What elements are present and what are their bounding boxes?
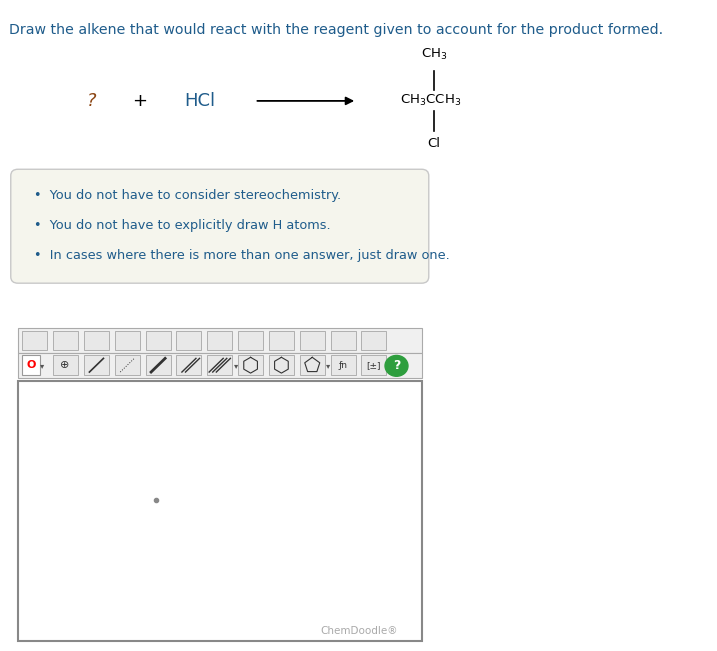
Bar [18, 328, 422, 353]
Bar [361, 331, 386, 350]
Bar [238, 331, 263, 350]
Text: •  In cases where there is more than one answer, just draw one.: • In cases where there is more than one … [34, 249, 450, 262]
Bar [115, 331, 140, 350]
Text: ƒn: ƒn [338, 361, 348, 370]
Bar [146, 355, 171, 375]
Bar [300, 355, 325, 375]
Bar [18, 381, 422, 641]
Bar [331, 355, 356, 375]
Bar [22, 331, 47, 350]
Text: •  You do not have to consider stereochemistry.: • You do not have to consider stereochem… [34, 189, 341, 202]
Circle shape [385, 355, 408, 376]
Bar [176, 355, 201, 375]
Text: ⊕: ⊕ [60, 360, 69, 370]
Text: CH$_3$CCH$_3$: CH$_3$CCH$_3$ [399, 93, 461, 109]
Bar [300, 331, 325, 350]
Text: ?: ? [87, 92, 97, 110]
Text: Cl: Cl [427, 137, 440, 150]
Bar [18, 353, 422, 378]
Bar [269, 331, 294, 350]
Bar [84, 331, 109, 350]
Text: •  You do not have to explicitly draw H atoms.: • You do not have to explicitly draw H a… [34, 219, 331, 232]
Bar [361, 355, 386, 375]
Text: O: O [27, 360, 36, 370]
Bar [238, 355, 263, 375]
Text: ?: ? [393, 359, 400, 372]
Text: CH$_3$: CH$_3$ [421, 47, 447, 62]
Bar [146, 331, 171, 350]
Bar [207, 355, 232, 375]
Bar [53, 331, 78, 350]
Text: ▾: ▾ [40, 361, 44, 370]
Text: Draw the alkene that would react with the reagent given to account for the produ: Draw the alkene that would react with th… [9, 23, 663, 37]
Text: [±]: [±] [366, 361, 381, 370]
Bar [84, 355, 109, 375]
Bar [115, 355, 140, 375]
Text: ChemDoodle®: ChemDoodle® [320, 626, 398, 636]
Bar [269, 355, 294, 375]
Bar [207, 331, 232, 350]
Text: ▾: ▾ [326, 361, 331, 370]
Text: ▾: ▾ [234, 361, 239, 370]
Bar [176, 331, 201, 350]
Text: HCl: HCl [184, 92, 215, 110]
Bar [53, 355, 78, 375]
Bar [331, 331, 356, 350]
FancyBboxPatch shape [11, 169, 429, 283]
Text: +: + [133, 92, 147, 110]
Bar [22, 355, 40, 375]
